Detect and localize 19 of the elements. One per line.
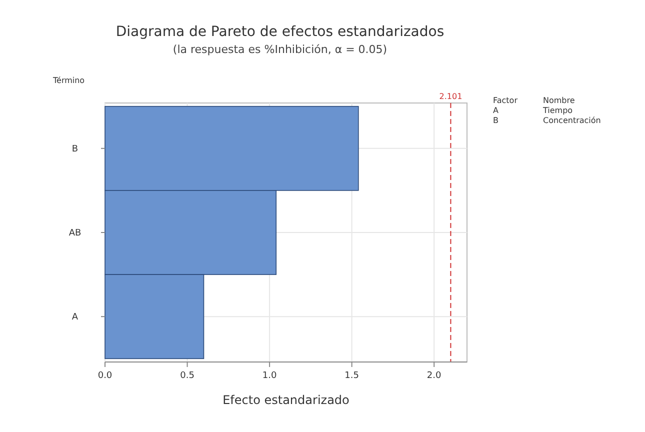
x-tick-label: 0.5: [180, 371, 194, 381]
x-tick-label: 0.0: [98, 371, 112, 381]
text: A: [493, 106, 499, 115]
x-tick-label: 1.5: [344, 371, 359, 381]
x-tick-label: 2.0: [426, 371, 442, 381]
y-tick-label: B: [72, 144, 78, 154]
ref-line-label: 2.101: [439, 92, 462, 101]
text: Concentración: [543, 116, 601, 125]
text: Tiempo: [542, 106, 573, 115]
text: B: [493, 116, 498, 125]
y-tick-label: AB: [68, 228, 82, 238]
x-tick-label: 1.0: [262, 371, 277, 381]
text: Nombre: [543, 96, 575, 105]
y-tick-label: A: [72, 312, 79, 323]
chart-title: Diagrama de Pareto de efectos estandarizados: [116, 24, 444, 40]
text: Factor: [493, 96, 518, 105]
x-axis-title: Efecto estandarizado: [222, 393, 350, 407]
chart-subtitle: (la respuesta es %Inhibición, α = 0.05): [172, 43, 388, 56]
y-axis-title: Término: [52, 76, 85, 85]
